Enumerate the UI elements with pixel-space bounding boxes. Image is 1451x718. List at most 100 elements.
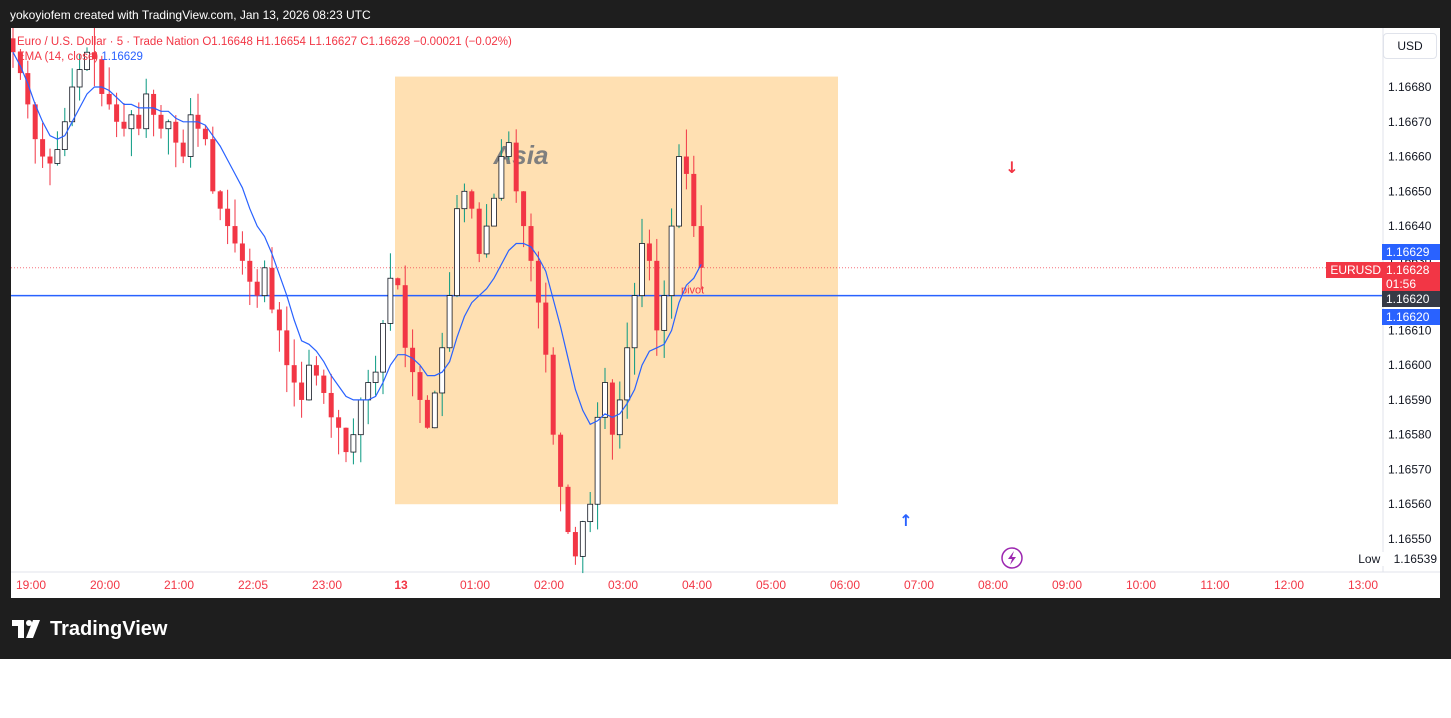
tradingview-logo[interactable]: TradingView — [12, 617, 167, 641]
candle-body — [469, 191, 475, 209]
price-tick-label: 1.16650 — [1388, 184, 1432, 198]
candle-body — [247, 260, 253, 282]
time-tick-label: 12:00 — [1274, 578, 1304, 592]
candle-body — [202, 128, 208, 140]
candle-body — [269, 267, 275, 310]
candle-body — [631, 295, 638, 349]
candle-body — [565, 486, 571, 533]
candle-body — [476, 208, 482, 254]
ema-price-tag: 1.16629 — [1382, 244, 1440, 260]
candle-body — [454, 208, 460, 297]
candle-body — [587, 503, 594, 523]
candle-body — [32, 104, 38, 140]
candle-body — [668, 225, 675, 297]
sell-arrow-icon: ↓ — [1005, 158, 1018, 177]
legend-symbol: Euro / U.S. Dollar · 5 · Trade Nation — [17, 36, 200, 48]
candle-body — [543, 302, 549, 355]
legend-indicator-value: 1.16629 — [101, 51, 143, 63]
candle-body — [402, 285, 408, 348]
time-tick-label: 08:00 — [978, 578, 1008, 592]
candle-body — [343, 427, 349, 453]
session-box — [395, 76, 838, 505]
candle-body — [357, 399, 364, 436]
candle-body — [491, 197, 497, 227]
time-tick-label: 11:00 — [1200, 578, 1229, 592]
time-tick-label: 06:00 — [830, 578, 860, 592]
ema-line — [12, 51, 702, 426]
candle-body — [158, 114, 164, 129]
candle-body — [624, 347, 631, 401]
candlestick-plot[interactable]: Asia1.166801.166701.166601.166501.166401… — [11, 28, 1440, 598]
candle-body — [579, 521, 586, 557]
candle-body — [350, 434, 357, 453]
candle-body — [276, 309, 282, 331]
brand-name: TradingView — [50, 617, 168, 640]
time-tick-label: 03:00 — [608, 578, 638, 592]
candle-body — [528, 226, 534, 261]
candle-body — [91, 52, 97, 60]
candle-body — [121, 121, 127, 129]
candle-body — [11, 38, 16, 53]
candle-body — [17, 52, 23, 74]
time-tick-label: 07:00 — [904, 578, 934, 592]
candle-body — [417, 372, 423, 400]
candle-body — [25, 73, 31, 105]
candle-body — [284, 330, 290, 366]
candle-body — [446, 295, 453, 349]
chart-legend: Euro / U.S. Dollar · 5 · Trade Nation O1… — [17, 36, 512, 63]
candle-body — [99, 59, 105, 94]
candle-body — [165, 121, 172, 130]
candle-body — [616, 399, 623, 436]
candle-body — [498, 156, 505, 199]
candle-body — [521, 191, 527, 227]
candle-body — [558, 434, 564, 487]
price-tick-label: 1.16660 — [1388, 150, 1432, 164]
price-tick-label: 1.16640 — [1388, 219, 1432, 233]
candle-body — [261, 267, 268, 297]
candle-body — [217, 191, 223, 209]
tradingview-logo-icon — [12, 620, 40, 638]
candle-body — [128, 114, 135, 130]
price-tick-label: 1.16670 — [1388, 115, 1432, 129]
candle-body — [365, 382, 372, 401]
candle-body — [76, 69, 83, 88]
time-tick-label: 13:00 — [1348, 578, 1378, 592]
time-tick-label: 19:00 — [16, 578, 46, 592]
low-label-value: 1.16539 — [1393, 552, 1437, 566]
legend-symbol-line: Euro / U.S. Dollar · 5 · Trade Nation O1… — [17, 36, 512, 48]
candle-body — [306, 364, 312, 401]
candle-body — [535, 260, 541, 303]
candle-body — [69, 86, 76, 123]
candle-body — [180, 142, 186, 157]
candle-body — [594, 416, 601, 505]
candle-body — [321, 375, 327, 393]
countdown-tag: 01:56 — [1382, 276, 1440, 292]
legend-ohlc: O1.16648 H1.16654 L1.16627 C1.16628 −0.0… — [202, 36, 512, 48]
time-tick-label: 21:00 — [164, 578, 194, 592]
candle-body — [336, 417, 342, 428]
candle-body — [136, 114, 142, 129]
legend-indicator-line: EMA (14, close) 1.16629 — [17, 51, 512, 63]
crosshair-price-tag: 1.16620 — [1382, 291, 1440, 307]
time-tick-label: 20:00 — [90, 578, 120, 592]
chart-frame: yokoyiofem created with TradingView.com,… — [0, 0, 1451, 659]
candle-body — [328, 392, 334, 418]
candle-body — [372, 371, 379, 383]
candle-body — [299, 382, 305, 400]
candle-body — [676, 156, 682, 227]
currency-button[interactable]: USD — [1383, 33, 1437, 59]
candle-body — [387, 277, 394, 324]
candle-body — [646, 243, 652, 261]
candle-body — [114, 104, 120, 122]
time-tick-label: 13 — [394, 578, 408, 592]
price-tick-label: 1.16610 — [1388, 323, 1432, 337]
price-tick-label: 1.16590 — [1388, 393, 1432, 407]
candle-body — [254, 281, 260, 296]
candle-body — [691, 173, 697, 227]
attribution-text: yokoyiofem created with TradingView.com,… — [10, 8, 371, 22]
price-tick-label: 1.16580 — [1388, 428, 1432, 442]
candle-body — [683, 156, 689, 174]
candle-body — [602, 382, 608, 418]
time-tick-label: 02:00 — [534, 578, 564, 592]
chart-area[interactable]: Asia 1.16680 1.16670 1.16660 1.16650 1.16640 1… — [11, 28, 1440, 598]
